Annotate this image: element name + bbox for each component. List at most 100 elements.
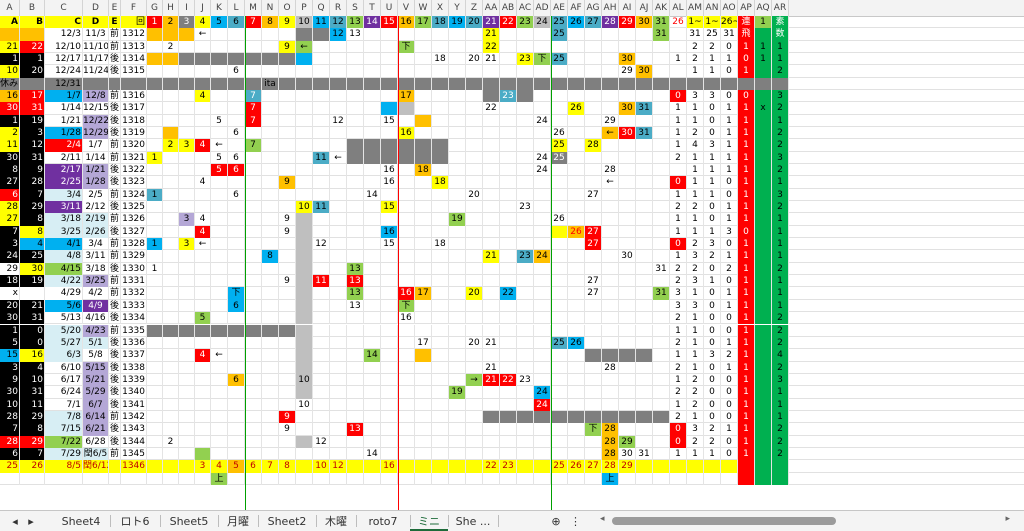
cell-q[interactable]	[313, 262, 330, 276]
column-header-i[interactable]: I	[179, 0, 195, 16]
cell-k[interactable]	[211, 423, 228, 436]
cell-an[interactable]: 0	[704, 213, 721, 226]
cell-c[interactable]: 4/8	[45, 250, 83, 263]
cell-ab[interactable]	[500, 410, 517, 424]
cell-u[interactable]	[381, 275, 398, 288]
cell-u[interactable]: 16	[381, 176, 398, 189]
cell-ap[interactable]: 1	[738, 139, 755, 152]
cell-an[interactable]: 3	[704, 349, 721, 362]
cell-c[interactable]: 12/3	[45, 28, 83, 41]
cell-f[interactable]: 1341	[122, 398, 147, 411]
cell-h[interactable]	[163, 386, 179, 399]
cell-ad[interactable]	[534, 460, 551, 473]
cell-af[interactable]	[568, 53, 585, 66]
cell-ab[interactable]	[500, 398, 517, 411]
column-header-ae[interactable]: AE	[551, 0, 568, 16]
cell-ac[interactable]	[517, 164, 534, 177]
cell-ac[interactable]	[517, 472, 534, 485]
cell-an[interactable]: 0	[704, 262, 721, 276]
cell-aa[interactable]	[483, 90, 500, 103]
cell-ag[interactable]: 27	[585, 188, 602, 202]
cell-ak[interactable]	[653, 435, 670, 448]
cell-an[interactable]: 0	[704, 386, 721, 399]
cell-ag[interactable]	[585, 151, 602, 165]
cell-aj[interactable]	[636, 299, 653, 313]
cell-j[interactable]	[195, 299, 211, 313]
cell-l[interactable]	[228, 77, 245, 91]
cell-y[interactable]	[449, 201, 466, 214]
cell-p[interactable]	[296, 77, 313, 91]
cell-ad[interactable]	[534, 472, 551, 485]
cell-d[interactable]: 1/21	[83, 164, 109, 177]
cell-s[interactable]	[347, 472, 364, 485]
cell-ak[interactable]	[653, 423, 670, 436]
cell-t[interactable]	[364, 299, 381, 313]
cell-al[interactable]	[670, 164, 687, 177]
cell-ah[interactable]: 28	[602, 164, 619, 177]
cell-s[interactable]	[347, 349, 364, 362]
cell-al[interactable]: 1	[670, 102, 687, 115]
cell-ao[interactable]: 0	[721, 324, 738, 337]
cell-v[interactable]: 下	[398, 40, 415, 53]
cell-ao[interactable]: 0	[721, 410, 738, 424]
cell-j[interactable]	[195, 324, 211, 337]
cell-y[interactable]: 19	[449, 213, 466, 226]
cell-t[interactable]	[364, 460, 381, 473]
cell-ad[interactable]: 24	[534, 398, 551, 411]
cell-c[interactable]: 1/14	[45, 102, 83, 115]
cell-m[interactable]	[245, 213, 262, 226]
cell-h[interactable]	[163, 77, 179, 91]
cell-p[interactable]: 10	[296, 16, 313, 29]
cell-d[interactable]: 2/5	[83, 188, 109, 202]
cell-p[interactable]	[296, 250, 313, 263]
cell-k[interactable]	[211, 361, 228, 374]
cell-ab[interactable]	[500, 102, 517, 115]
cell-m[interactable]	[245, 188, 262, 202]
cell-ak[interactable]: 31	[653, 262, 670, 276]
cell-g[interactable]	[147, 361, 163, 374]
cell-ap[interactable]: 1	[738, 65, 755, 78]
column-header-y[interactable]: Y	[449, 0, 466, 16]
cell-f[interactable]: 1316	[122, 90, 147, 103]
cell-ah[interactable]	[602, 299, 619, 313]
cell-e[interactable]: 前	[109, 213, 121, 226]
cell-k[interactable]	[211, 188, 228, 202]
cell-k[interactable]: 5	[211, 164, 228, 177]
cell-ap[interactable]	[738, 460, 755, 473]
cell-d[interactable]: 4/9	[83, 299, 109, 313]
cell-e[interactable]: 前	[109, 275, 121, 288]
cell-k[interactable]	[211, 201, 228, 214]
cell-ah[interactable]	[602, 201, 619, 214]
cell-ak[interactable]	[653, 336, 670, 350]
cell-o[interactable]: 9	[279, 16, 296, 29]
cell-a[interactable]: 11	[0, 139, 20, 152]
cell-w[interactable]: 18	[415, 164, 432, 177]
cell-ah[interactable]: 28	[602, 16, 619, 29]
cell-t[interactable]	[364, 53, 381, 66]
cell-k[interactable]	[211, 238, 228, 251]
cell-c[interactable]: 5/27	[45, 336, 83, 350]
cell-e[interactable]: 後	[109, 127, 121, 140]
cell-y[interactable]	[449, 151, 466, 165]
cell-n[interactable]	[262, 361, 279, 374]
cell-ab[interactable]: 22	[500, 16, 517, 29]
cell-h[interactable]	[163, 213, 179, 226]
cell-p[interactable]	[296, 410, 313, 424]
cell-ah[interactable]	[602, 238, 619, 251]
cell-ae[interactable]	[551, 65, 568, 78]
cell-ak[interactable]	[653, 386, 670, 399]
cell-i[interactable]: 3	[179, 238, 195, 251]
horizontal-scrollbar[interactable]: ◂ ▸	[600, 514, 1010, 526]
cell-d[interactable]: 11/17	[83, 53, 109, 66]
cell-f[interactable]: 1331	[122, 275, 147, 288]
cell-ai[interactable]	[619, 188, 636, 202]
cell-ad[interactable]: 24	[534, 386, 551, 399]
cell-ap[interactable]: 1	[738, 373, 755, 387]
cell-b[interactable]	[20, 77, 45, 91]
cell-p[interactable]	[296, 65, 313, 78]
cell-v[interactable]	[398, 275, 415, 288]
cell-c[interactable]: 7/29	[45, 447, 83, 461]
cell-i[interactable]	[179, 40, 195, 53]
cell-u[interactable]	[381, 40, 398, 53]
scroll-left-icon[interactable]: ◂	[600, 514, 605, 524]
